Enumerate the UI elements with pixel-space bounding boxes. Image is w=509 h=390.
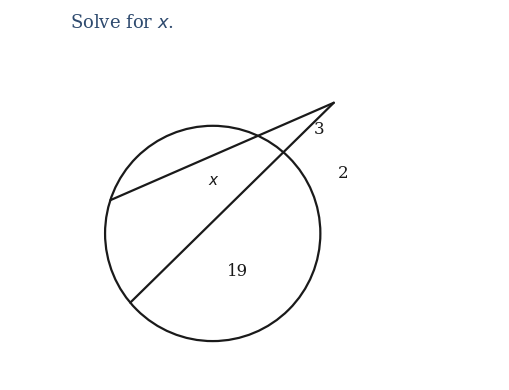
Text: 2: 2 [336,165,347,182]
Text: $x$: $x$ [207,174,219,188]
Text: Solve for $x$.: Solve for $x$. [70,14,174,32]
Text: 19: 19 [226,263,247,280]
Text: 3: 3 [314,121,324,138]
